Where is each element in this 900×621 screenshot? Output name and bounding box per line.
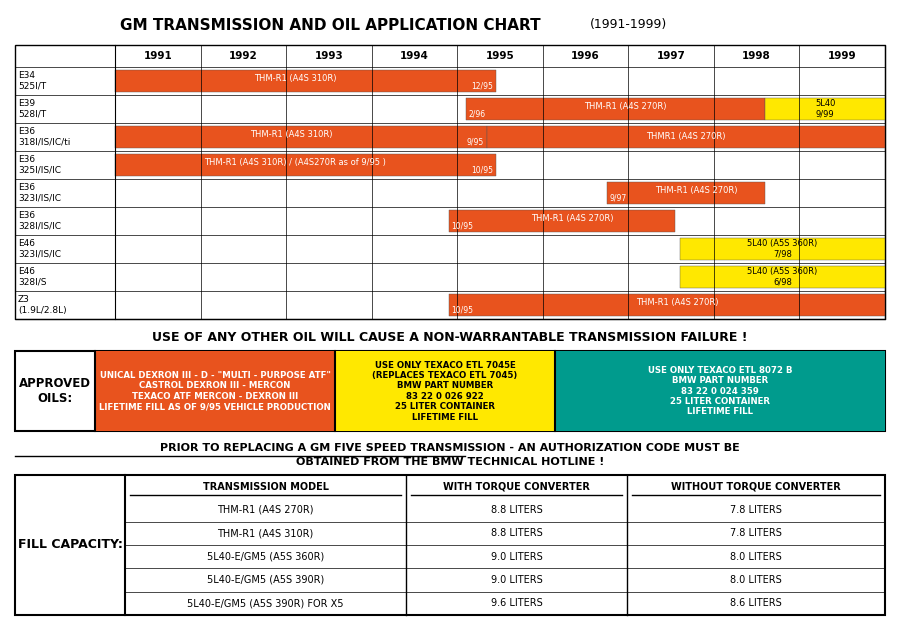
Text: 7.8 LITERS: 7.8 LITERS [730, 528, 782, 538]
Text: 5L40-E/GM5 (A5S 390R): 5L40-E/GM5 (A5S 390R) [207, 575, 324, 585]
Text: 7.8 LITERS: 7.8 LITERS [730, 505, 782, 515]
Bar [15, 475, 885, 615]
Text: E36
323I/IS/IC: E36 323I/IS/IC [18, 183, 61, 202]
Bar [449, 294, 885, 316]
Text: 5L40
9/99: 5L40 9/99 [814, 99, 835, 119]
Text: FILL CAPACITY:: FILL CAPACITY: [18, 538, 122, 551]
Text: 1993: 1993 [314, 51, 343, 61]
Text: 9.6 LITERS: 9.6 LITERS [491, 598, 543, 609]
Text: THM-R1 (A4S 310R) / (A4S270R as of 9/95 ): THM-R1 (A4S 310R) / (A4S270R as of 9/95 … [204, 158, 386, 168]
Bar [607, 182, 765, 204]
Text: USE ONLY TEXACO ETL 7045E
(REPLACES TEXACO ETL 7045)
BMW PART NUMBER
83 22 0 026: USE ONLY TEXACO ETL 7045E (REPLACES TEXA… [373, 361, 518, 422]
Text: 9.0 LITERS: 9.0 LITERS [491, 575, 543, 585]
Text: 1994: 1994 [400, 51, 429, 61]
Text: 8.8 LITERS: 8.8 LITERS [491, 505, 543, 515]
Text: E39
528I/T: E39 528I/T [18, 99, 46, 119]
Text: E46
328I/S: E46 328I/S [18, 267, 47, 287]
Text: 8.6 LITERS: 8.6 LITERS [730, 598, 782, 609]
Text: 8.0 LITERS: 8.0 LITERS [730, 551, 782, 561]
Text: 1996: 1996 [572, 51, 600, 61]
Bar [449, 210, 675, 232]
Text: 9.0 LITERS: 9.0 LITERS [491, 551, 543, 561]
Bar [15, 45, 885, 319]
Text: 10/95: 10/95 [471, 165, 492, 175]
Text: TRANSMISSION MODEL: TRANSMISSION MODEL [202, 482, 328, 492]
Text: PRIOR TO REPLACING A GM FIVE SPEED TRANSMISSION - AN AUTHORIZATION CODE MUST BE: PRIOR TO REPLACING A GM FIVE SPEED TRANS… [160, 443, 740, 453]
Text: E36
318I/IS/IC/ti: E36 318I/IS/IC/ti [18, 127, 70, 147]
Text: 5L40-E/GM5 (A5S 390R) FOR X5: 5L40-E/GM5 (A5S 390R) FOR X5 [187, 598, 344, 609]
Bar [115, 70, 496, 92]
Text: THMR1 (A4S 270R): THMR1 (A4S 270R) [646, 132, 725, 142]
Text: 9/97: 9/97 [610, 193, 627, 202]
Text: 1999: 1999 [828, 51, 857, 61]
Text: WITHOUT TORQUE CONVERTER: WITHOUT TORQUE CONVERTER [670, 482, 841, 492]
Text: THM-R1 (A4S 270R): THM-R1 (A4S 270R) [218, 505, 314, 515]
Text: THM-R1 (A4S 310R): THM-R1 (A4S 310R) [254, 75, 337, 83]
Bar [115, 154, 496, 176]
Text: THM-R1 (A4S 270R): THM-R1 (A4S 270R) [584, 102, 667, 112]
Text: 8.8 LITERS: 8.8 LITERS [491, 528, 543, 538]
Text: 5L40 (A5S 360R)
6/98: 5L40 (A5S 360R) 6/98 [747, 267, 817, 287]
Text: 1995: 1995 [486, 51, 515, 61]
Text: E36
328I/IS/IC: E36 328I/IS/IC [18, 211, 61, 230]
Text: USE OF ANY OTHER OIL WILL CAUSE A NON-WARRANTABLE TRANSMISSION FAILURE !: USE OF ANY OTHER OIL WILL CAUSE A NON-WA… [152, 331, 748, 344]
Text: 1992: 1992 [229, 51, 257, 61]
Bar [15, 351, 885, 431]
Text: 5L40 (A5S 360R)
7/98: 5L40 (A5S 360R) 7/98 [747, 239, 817, 259]
Text: THM-R1 (A4S 310R): THM-R1 (A4S 310R) [250, 130, 332, 140]
Text: OBTAINED FROM THE BMW TECHNICAL HOTLINE !: OBTAINED FROM THE BMW TECHNICAL HOTLINE … [296, 457, 604, 467]
Text: Z3
(1.9L/2.8L): Z3 (1.9L/2.8L) [18, 296, 67, 315]
Bar [680, 238, 885, 260]
Text: UNICAL DEXRON III - D - "MULTI - PURPOSE ATF"
CASTROL DEXRON III - MERCON
TEXACO: UNICAL DEXRON III - D - "MULTI - PURPOSE… [99, 371, 331, 411]
Bar [680, 266, 885, 288]
Text: E34
525I/T: E34 525I/T [18, 71, 46, 91]
Text: (1991-1999): (1991-1999) [590, 18, 667, 31]
Bar [555, 351, 885, 431]
Text: 1991: 1991 [143, 51, 172, 61]
Text: E36
325I/IS/IC: E36 325I/IS/IC [18, 155, 61, 175]
Text: 1997: 1997 [657, 51, 686, 61]
Text: E46
323I/IS/IC: E46 323I/IS/IC [18, 239, 61, 259]
Text: 12/95: 12/95 [471, 81, 492, 90]
Text: THM-R1 (A4S 270R): THM-R1 (A4S 270R) [635, 299, 718, 307]
Bar [466, 97, 765, 120]
Bar [335, 351, 555, 431]
Bar [115, 126, 487, 148]
Text: WITH TORQUE CONVERTER: WITH TORQUE CONVERTER [443, 482, 590, 492]
Text: 10/95: 10/95 [452, 305, 473, 314]
Text: 2/96: 2/96 [469, 109, 486, 118]
Text: THM-R1 (A4S 270R): THM-R1 (A4S 270R) [655, 186, 737, 196]
Text: 8.0 LITERS: 8.0 LITERS [730, 575, 782, 585]
Text: GM TRANSMISSION AND OIL APPLICATION CHART: GM TRANSMISSION AND OIL APPLICATION CHAR… [120, 18, 540, 33]
Text: 9/95: 9/95 [467, 137, 484, 146]
Bar [487, 126, 885, 148]
Text: 1998: 1998 [742, 51, 771, 61]
Text: 5L40-E/GM5 (A5S 360R): 5L40-E/GM5 (A5S 360R) [207, 551, 324, 561]
Text: THM-R1 (A4S 310R): THM-R1 (A4S 310R) [218, 528, 314, 538]
Text: 10/95: 10/95 [452, 221, 473, 230]
Text: USE ONLY TEXACO ETL 8072 B
BMW PART NUMBER
83 22 0 024 359
25 LITER CONTAINER
LI: USE ONLY TEXACO ETL 8072 B BMW PART NUMB… [648, 366, 792, 416]
Bar [765, 97, 885, 120]
Text: THM-R1 (A4S 270R): THM-R1 (A4S 270R) [531, 214, 613, 224]
Bar [95, 351, 335, 431]
Text: APPROVED
OILS:: APPROVED OILS: [19, 377, 91, 405]
